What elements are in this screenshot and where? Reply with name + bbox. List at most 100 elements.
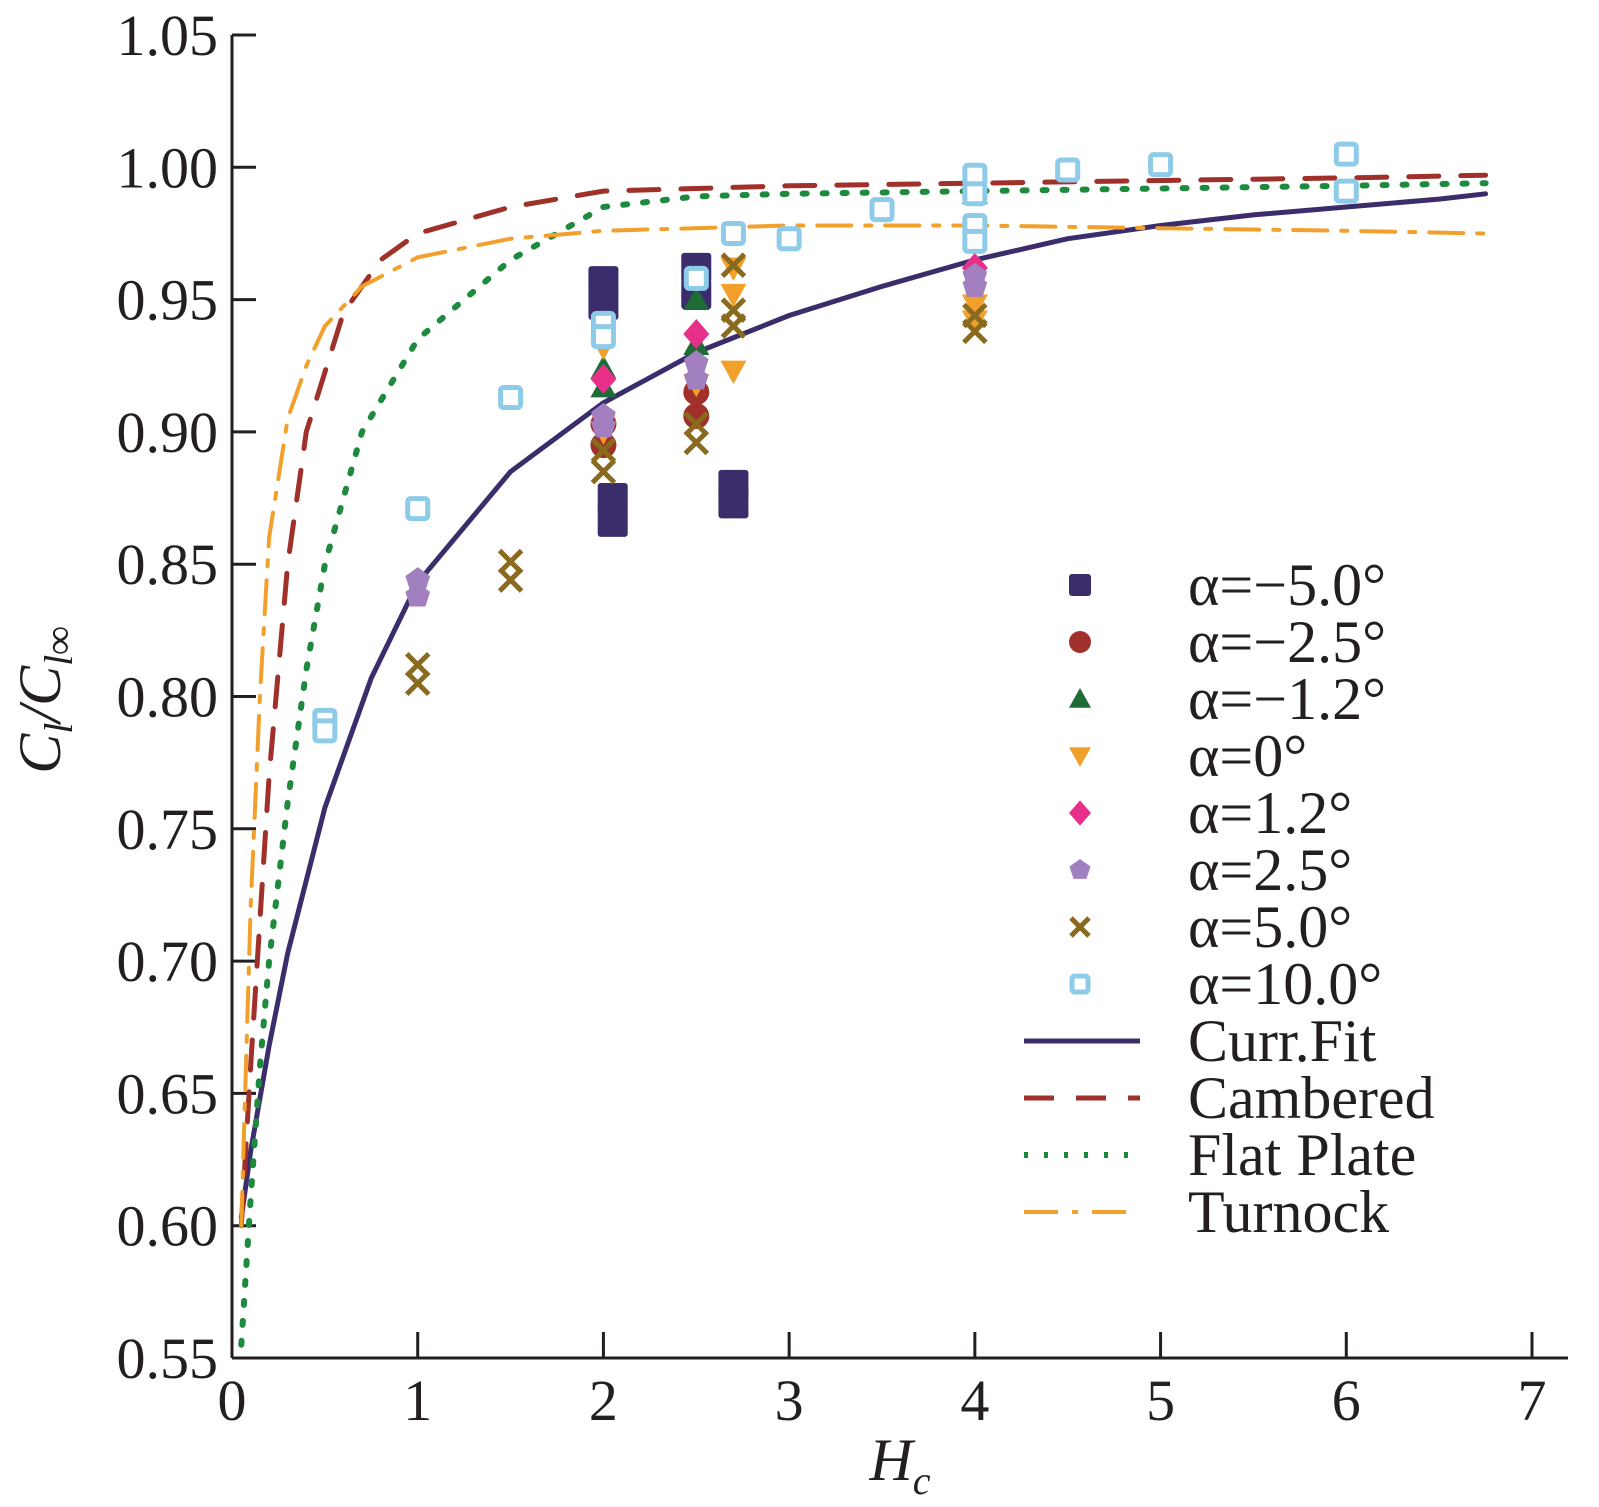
point-alpha-2-5 [683,350,709,374]
x-tick-label: 4 [960,1368,989,1433]
point-alpha-5-0-stroke-b [683,411,710,437]
series-alpha-5-0 [404,252,988,697]
series-alpha-minus-1-2 [590,180,988,398]
y-tick-label: 0.60 [117,1194,219,1259]
legend-item-alpha-minus-2-5: α=−2.5° [1069,609,1386,675]
series-alpha-0 [590,257,988,445]
point-alpha-5-0-stroke-b [720,252,747,278]
point-alpha-5-0-stroke-b [590,458,617,485]
x-axis-title-sub: c [913,1458,931,1503]
point-alpha-5-0 [962,318,988,345]
point-alpha-5-0 [590,458,617,485]
legend-item-alpha-minus-1-2: α=−1.2° [1069,666,1386,732]
point-alpha-5-0-stroke-b [404,670,431,697]
legend-label: α=0° [1188,723,1307,789]
point-alpha-10-0 [869,197,895,223]
legend-label: Cambered [1188,1065,1435,1131]
point-alpha-10-0 [962,228,988,254]
legend-item-curr-fit: Curr.Fit [1024,1008,1377,1074]
point-alpha-5-0-stroke-b [497,567,524,593]
x-tick-label: 5 [1146,1368,1175,1433]
point-alpha-0 [961,294,988,318]
y-tick-label: 0.90 [117,400,219,465]
x-axis-title-main: H [868,1427,916,1493]
point-alpha-10-0 [590,324,616,350]
y-axis-title: Cl/Cl∞ [7,626,81,774]
legend-swatch [1069,747,1091,767]
y-tick-label: 0.80 [117,665,219,730]
point-alpha-2-5 [683,366,709,390]
y-tick-label: 0.85 [117,532,219,597]
point-alpha-10-0 [1148,152,1174,178]
point-alpha-5-0-stroke-b [962,318,988,345]
point-alpha-0 [720,360,747,385]
legend-item-alpha-0: α=0° [1069,723,1307,789]
point-alpha-5-0-stroke-b [683,429,710,456]
y-tick-label: 1.05 [117,3,219,68]
y-tick-label: 1.00 [117,135,219,200]
data-points [312,141,1359,744]
legend-label: α=−5.0° [1188,552,1386,618]
legend-swatch [1069,973,1091,995]
point-alpha-5-0 [683,411,710,437]
point-alpha-minus-1-2 [683,286,710,310]
point-alpha-10-0 [1333,141,1359,167]
y-tick-label: 0.70 [117,929,219,994]
x-tick-label: 2 [589,1368,618,1433]
point-alpha-2-5 [405,567,431,591]
y-axis-title-sub1: l [36,723,81,734]
legend-label: α=−2.5° [1188,609,1386,675]
y-axis-title-sub2: l∞ [36,626,81,666]
legend-label: Curr.Fit [1188,1008,1377,1074]
point-alpha-10-0 [498,385,524,411]
series-alpha-2-5 [405,262,988,607]
legend: α=−5.0°α=−2.5°α=−1.2°α=0°α=1.2°α=2.5°α=5… [1024,552,1435,1245]
point-alpha-1-2 [590,364,617,394]
point-alpha-5-0 [404,670,431,697]
point-alpha-5-0-stroke-b [590,437,617,464]
legend-item-flatplate: Flat Plate [1024,1122,1416,1188]
point-alpha-10-0 [312,718,338,744]
legend-item-cambered: Cambered [1024,1065,1435,1131]
legend-swatch [1069,800,1091,826]
legend-item-alpha-5-0: α=5.0° [1069,894,1352,960]
point-alpha-0 [961,310,988,334]
legend-swatch [1069,859,1091,879]
ticks: 0 1 2 3 4 5 6 7 0.55 0.60 0.65 0.70 0.75 0.80 0.85 0.90… [117,3,1547,1433]
x-tick-label: 0 [218,1368,247,1433]
legend-swatch [1069,688,1091,708]
legend-item-alpha-1-2: α=1.2° [1069,780,1352,846]
legend-label: α=1.2° [1188,780,1352,846]
x-tick-label: 6 [1332,1368,1361,1433]
legend-label: α=5.0° [1188,894,1352,960]
legend-item-alpha-minus-5-0: α=−5.0° [1069,552,1386,618]
legend-item-alpha-10-0: α=10.0° [1069,951,1382,1017]
point-alpha-2-5 [405,583,431,607]
point-alpha-10-0 [962,181,988,207]
point-alpha-2-5 [962,273,988,297]
point-alpha-5-0 [720,313,747,339]
point-alpha-minus-5-0 [588,266,619,297]
legend-item-alpha-2-5: α=2.5° [1069,837,1352,903]
point-alpha-5-0-stroke-b [497,548,524,575]
legend-swatch [1069,916,1091,938]
x-tick-label: 1 [403,1368,432,1433]
point-alpha-minus-5-0 [718,488,749,519]
point-alpha-5-0 [497,567,524,593]
point-alpha-5-0 [590,437,617,464]
x-tick-label: 7 [1518,1368,1547,1433]
legend-label: α=−1.2° [1188,666,1386,732]
legend-item-turnock: Turnock [1024,1179,1389,1245]
point-alpha-10-0 [1333,178,1359,204]
point-alpha-5-0-stroke-b [404,651,431,678]
y-tick-label: 0.75 [117,797,219,862]
point-alpha-minus-5-0 [597,506,628,537]
point-alpha-5-0-stroke-b [720,313,747,339]
y-tick-label: 0.95 [117,268,219,333]
legend-label: α=10.0° [1188,951,1382,1017]
point-alpha-0 [720,257,747,281]
point-alpha-5-0 [720,252,747,278]
y-tick-label: 0.65 [117,1061,219,1126]
point-alpha-1-2 [683,319,710,349]
